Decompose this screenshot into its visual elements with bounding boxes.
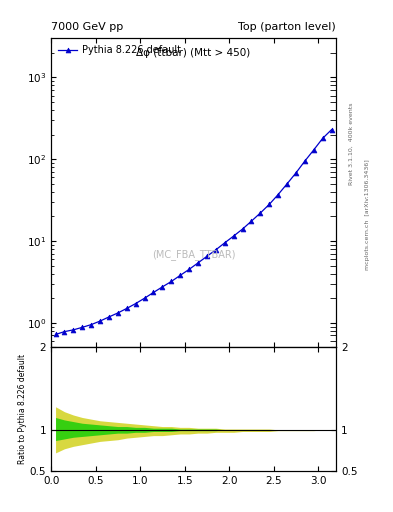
Pythia 8.226 default (240, 226, 245, 232)
Pythia 8.226 default (62, 329, 67, 335)
Pythia 8.226 default (267, 201, 272, 207)
Pythia 8.226 default (285, 181, 289, 187)
Pythia 8.226 default (71, 327, 76, 333)
Pythia 8.226 default (249, 218, 254, 224)
Pythia 8.226 default (204, 253, 209, 260)
Pythia 8.226 default (213, 247, 218, 253)
Pythia 8.226 default (276, 191, 281, 198)
Text: mcplots.cern.ch  [arXiv:1306.3436]: mcplots.cern.ch [arXiv:1306.3436] (365, 160, 370, 270)
Text: Δφ (t̅tbar) (Mtt > 450): Δφ (t̅tbar) (Mtt > 450) (136, 48, 251, 58)
Pythia 8.226 default (89, 322, 94, 328)
Pythia 8.226 default (329, 126, 334, 133)
Pythia 8.226 default (187, 266, 191, 272)
Legend: Pythia 8.226 default: Pythia 8.226 default (56, 43, 183, 57)
Pythia 8.226 default (116, 310, 120, 316)
Pythia 8.226 default (142, 295, 147, 301)
Text: (MC_FBA_TTBAR): (MC_FBA_TTBAR) (152, 249, 235, 260)
Pythia 8.226 default (231, 233, 236, 239)
Text: 7000 GeV pp: 7000 GeV pp (51, 22, 123, 32)
Pythia 8.226 default (222, 240, 227, 246)
Line: Pythia 8.226 default: Pythia 8.226 default (53, 127, 334, 337)
Pythia 8.226 default (98, 318, 103, 324)
Pythia 8.226 default (53, 331, 58, 337)
Pythia 8.226 default (311, 147, 316, 153)
Pythia 8.226 default (258, 210, 263, 216)
Pythia 8.226 default (320, 135, 325, 141)
Pythia 8.226 default (169, 279, 174, 285)
Text: Rivet 3.1.10,  400k events: Rivet 3.1.10, 400k events (349, 102, 354, 185)
Pythia 8.226 default (151, 289, 156, 295)
Pythia 8.226 default (178, 272, 183, 279)
Pythia 8.226 default (196, 260, 200, 266)
Y-axis label: Ratio to Pythia 8.226 default: Ratio to Pythia 8.226 default (18, 354, 27, 464)
Pythia 8.226 default (303, 158, 307, 164)
Pythia 8.226 default (80, 324, 84, 330)
Pythia 8.226 default (125, 305, 129, 311)
Pythia 8.226 default (107, 314, 111, 320)
Pythia 8.226 default (133, 301, 138, 307)
Text: Top (parton level): Top (parton level) (238, 22, 336, 32)
Pythia 8.226 default (160, 284, 165, 290)
Pythia 8.226 default (294, 170, 298, 176)
